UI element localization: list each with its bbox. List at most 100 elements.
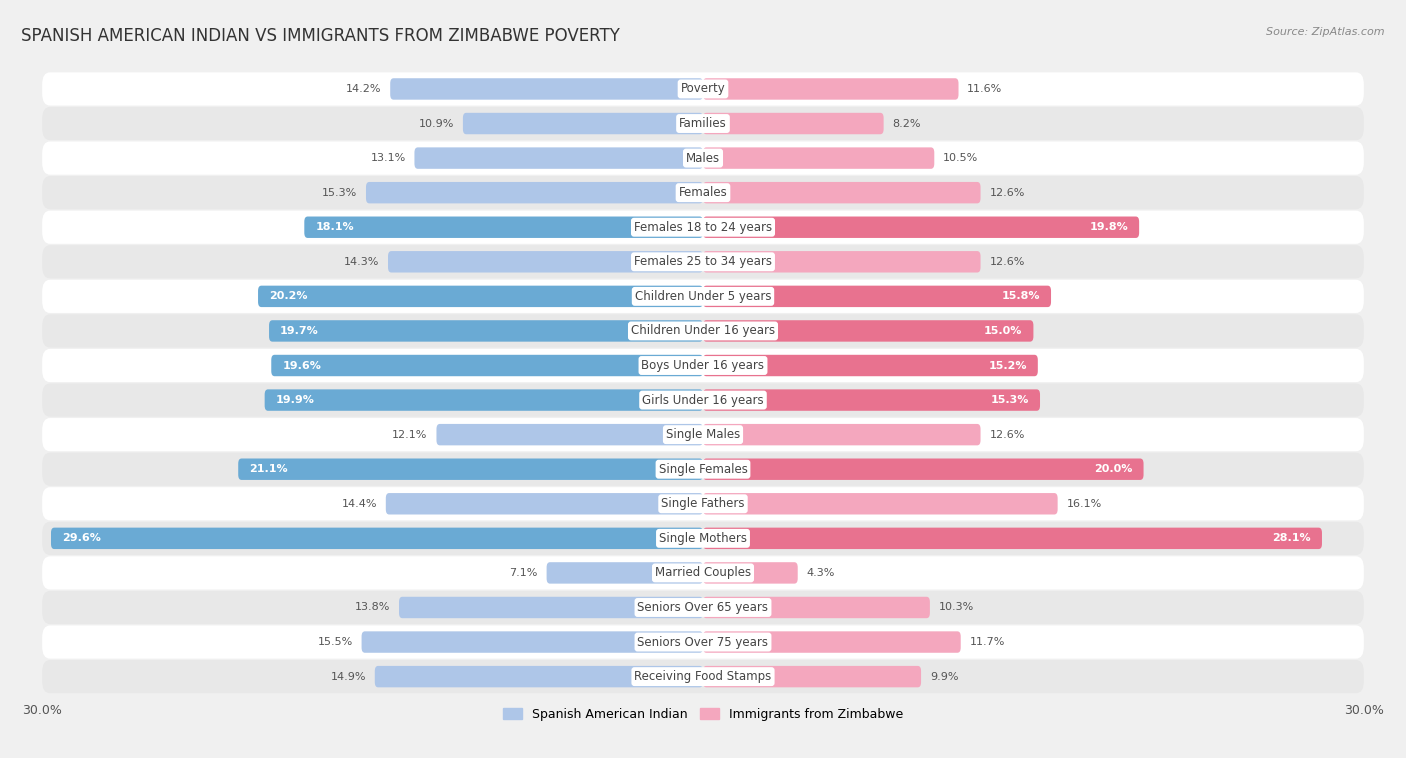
FancyBboxPatch shape — [703, 286, 1052, 307]
FancyBboxPatch shape — [703, 666, 921, 688]
FancyBboxPatch shape — [42, 591, 1364, 624]
Text: 14.2%: 14.2% — [346, 84, 381, 94]
Text: Boys Under 16 years: Boys Under 16 years — [641, 359, 765, 372]
Text: 7.1%: 7.1% — [509, 568, 537, 578]
FancyBboxPatch shape — [42, 660, 1364, 694]
FancyBboxPatch shape — [703, 217, 1139, 238]
FancyBboxPatch shape — [42, 315, 1364, 347]
FancyBboxPatch shape — [703, 562, 797, 584]
Text: 18.1%: 18.1% — [315, 222, 354, 232]
FancyBboxPatch shape — [703, 528, 1322, 549]
Text: 10.3%: 10.3% — [939, 603, 974, 612]
FancyBboxPatch shape — [703, 147, 934, 169]
Text: 21.1%: 21.1% — [249, 464, 288, 475]
FancyBboxPatch shape — [264, 390, 703, 411]
FancyBboxPatch shape — [42, 556, 1364, 590]
Text: 29.6%: 29.6% — [62, 534, 101, 543]
Text: 10.5%: 10.5% — [943, 153, 979, 163]
Text: Receiving Food Stamps: Receiving Food Stamps — [634, 670, 772, 683]
FancyBboxPatch shape — [463, 113, 703, 134]
FancyBboxPatch shape — [385, 493, 703, 515]
FancyBboxPatch shape — [375, 666, 703, 688]
Legend: Spanish American Indian, Immigrants from Zimbabwe: Spanish American Indian, Immigrants from… — [498, 703, 908, 725]
FancyBboxPatch shape — [703, 459, 1143, 480]
FancyBboxPatch shape — [388, 251, 703, 273]
FancyBboxPatch shape — [703, 320, 1033, 342]
Text: 10.9%: 10.9% — [419, 118, 454, 129]
Text: Single Females: Single Females — [658, 462, 748, 476]
FancyBboxPatch shape — [51, 528, 703, 549]
FancyBboxPatch shape — [42, 522, 1364, 555]
FancyBboxPatch shape — [703, 493, 1057, 515]
FancyBboxPatch shape — [42, 418, 1364, 451]
FancyBboxPatch shape — [703, 424, 980, 446]
FancyBboxPatch shape — [42, 211, 1364, 244]
Text: 8.2%: 8.2% — [893, 118, 921, 129]
FancyBboxPatch shape — [547, 562, 703, 584]
Text: 14.3%: 14.3% — [344, 257, 380, 267]
Text: 15.3%: 15.3% — [991, 395, 1029, 405]
FancyBboxPatch shape — [703, 355, 1038, 376]
Text: Source: ZipAtlas.com: Source: ZipAtlas.com — [1267, 27, 1385, 36]
FancyBboxPatch shape — [271, 355, 703, 376]
Text: Girls Under 16 years: Girls Under 16 years — [643, 393, 763, 406]
Text: 20.0%: 20.0% — [1094, 464, 1133, 475]
Text: 14.4%: 14.4% — [342, 499, 377, 509]
FancyBboxPatch shape — [703, 251, 980, 273]
Text: Females 25 to 34 years: Females 25 to 34 years — [634, 255, 772, 268]
Text: 28.1%: 28.1% — [1272, 534, 1310, 543]
Text: 15.2%: 15.2% — [988, 361, 1026, 371]
FancyBboxPatch shape — [42, 625, 1364, 659]
FancyBboxPatch shape — [391, 78, 703, 100]
Text: 12.6%: 12.6% — [990, 188, 1025, 198]
Text: 11.6%: 11.6% — [967, 84, 1002, 94]
FancyBboxPatch shape — [238, 459, 703, 480]
Text: 13.1%: 13.1% — [370, 153, 405, 163]
Text: Single Fathers: Single Fathers — [661, 497, 745, 510]
Text: 19.7%: 19.7% — [280, 326, 319, 336]
FancyBboxPatch shape — [42, 280, 1364, 313]
Text: Females: Females — [679, 186, 727, 199]
Text: Single Males: Single Males — [666, 428, 740, 441]
FancyBboxPatch shape — [42, 487, 1364, 521]
FancyBboxPatch shape — [703, 631, 960, 653]
Text: Children Under 16 years: Children Under 16 years — [631, 324, 775, 337]
FancyBboxPatch shape — [42, 142, 1364, 174]
Text: 12.6%: 12.6% — [990, 430, 1025, 440]
FancyBboxPatch shape — [703, 78, 959, 100]
FancyBboxPatch shape — [269, 320, 703, 342]
FancyBboxPatch shape — [703, 597, 929, 619]
FancyBboxPatch shape — [42, 72, 1364, 105]
Text: 11.7%: 11.7% — [970, 637, 1005, 647]
FancyBboxPatch shape — [42, 384, 1364, 417]
Text: Single Mothers: Single Mothers — [659, 532, 747, 545]
FancyBboxPatch shape — [304, 217, 703, 238]
Text: 14.9%: 14.9% — [330, 672, 366, 681]
Text: 16.1%: 16.1% — [1066, 499, 1102, 509]
Text: 15.8%: 15.8% — [1001, 291, 1040, 302]
Text: 19.6%: 19.6% — [283, 361, 321, 371]
Text: 15.5%: 15.5% — [318, 637, 353, 647]
FancyBboxPatch shape — [703, 390, 1040, 411]
FancyBboxPatch shape — [415, 147, 703, 169]
Text: Females 18 to 24 years: Females 18 to 24 years — [634, 221, 772, 233]
Text: Children Under 5 years: Children Under 5 years — [634, 290, 772, 303]
Text: Families: Families — [679, 117, 727, 130]
Text: 12.1%: 12.1% — [392, 430, 427, 440]
Text: Seniors Over 75 years: Seniors Over 75 years — [637, 635, 769, 649]
FancyBboxPatch shape — [436, 424, 703, 446]
FancyBboxPatch shape — [259, 286, 703, 307]
FancyBboxPatch shape — [42, 453, 1364, 486]
Text: 12.6%: 12.6% — [990, 257, 1025, 267]
Text: SPANISH AMERICAN INDIAN VS IMMIGRANTS FROM ZIMBABWE POVERTY: SPANISH AMERICAN INDIAN VS IMMIGRANTS FR… — [21, 27, 620, 45]
Text: 19.9%: 19.9% — [276, 395, 315, 405]
FancyBboxPatch shape — [399, 597, 703, 619]
FancyBboxPatch shape — [42, 349, 1364, 382]
FancyBboxPatch shape — [42, 107, 1364, 140]
Text: 9.9%: 9.9% — [929, 672, 959, 681]
Text: 13.8%: 13.8% — [354, 603, 391, 612]
Text: Married Couples: Married Couples — [655, 566, 751, 579]
FancyBboxPatch shape — [42, 176, 1364, 209]
FancyBboxPatch shape — [42, 245, 1364, 278]
Text: Males: Males — [686, 152, 720, 164]
